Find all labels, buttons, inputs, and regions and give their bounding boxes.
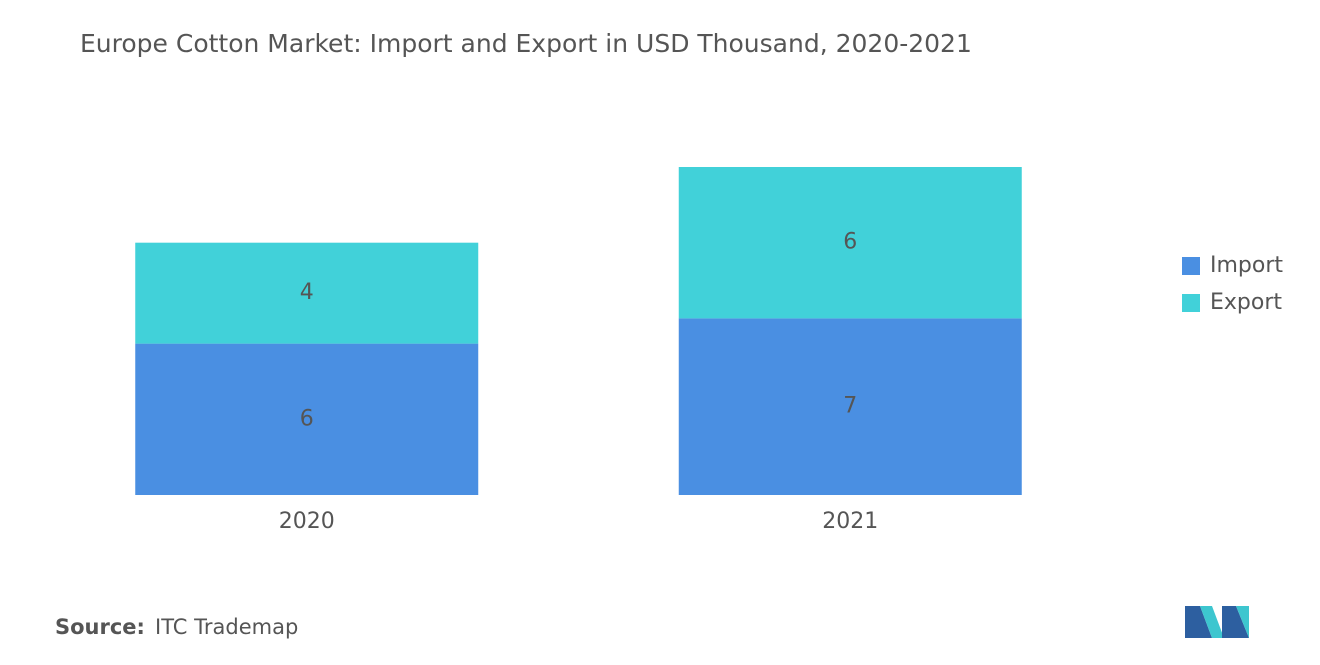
bar-segment [135, 242, 479, 344]
source-label: Source: [55, 615, 145, 639]
chart-title: Europe Cotton Market: Import and Export … [80, 29, 972, 58]
legend-swatch [1182, 294, 1200, 312]
bar-segment [135, 343, 479, 495]
legend-label: Export [1210, 290, 1282, 315]
bar-segment [678, 167, 1022, 319]
logo-part [1236, 606, 1249, 638]
bar-segment [678, 318, 1022, 495]
legend-swatch [1182, 257, 1200, 275]
logo-part [1200, 606, 1224, 638]
x-tick-label: 2021 [822, 509, 878, 534]
logo [1185, 606, 1249, 638]
logo-part [1185, 606, 1212, 638]
data-label: 4 [300, 280, 314, 305]
legend-label: Import [1210, 253, 1283, 278]
x-tick-label: 2020 [279, 509, 335, 534]
source: ITC Trademap [155, 615, 298, 639]
logo-part [1222, 606, 1249, 638]
data-label: 6 [843, 230, 857, 255]
data-label: 7 [843, 394, 857, 419]
data-label: 6 [300, 406, 314, 431]
